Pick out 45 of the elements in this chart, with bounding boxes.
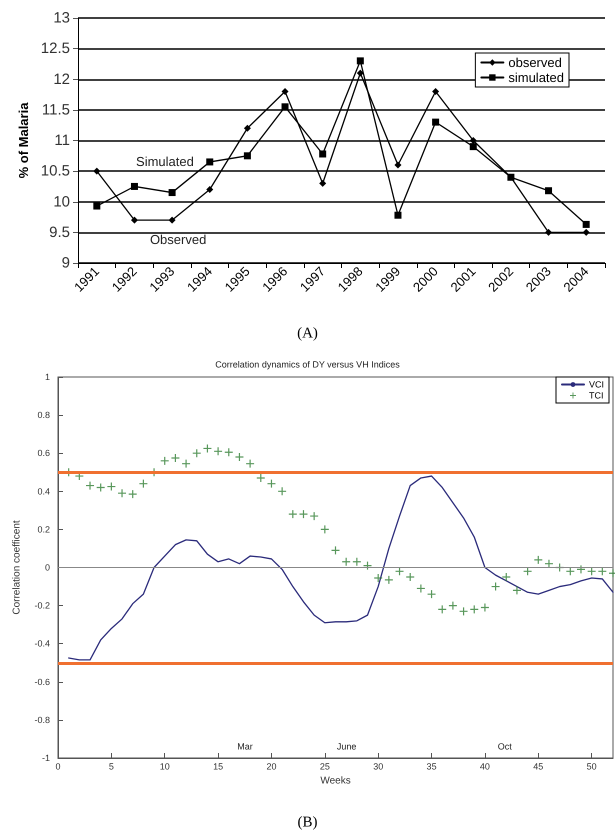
y-tick-label: 0.4 [37,486,50,496]
y-tick-label: 11.5 [42,101,70,118]
x-tick-label: 30 [373,762,384,772]
legend-label: TCI [588,390,604,400]
y-tick-label: -0.8 [34,714,50,725]
x-tick-label: 40 [480,762,490,772]
y-tick-label: 13 [53,10,70,26]
y-tick-label: 1 [44,372,50,382]
x-tick-label: 25 [320,762,330,772]
y-tick-label: 9 [62,254,70,272]
y-tick-label: 0 [44,562,50,572]
text: (A) [297,326,318,342]
x-tick-label: 35 [426,762,437,772]
y-tick-label: -0.2 [34,600,50,611]
y-tick-label: -0.6 [34,676,50,687]
annotation: Simulated [136,154,194,169]
y-tick-label: 10 [53,193,70,210]
y-tick-label: 11 [54,132,70,149]
x-tick-label: 45 [533,762,544,772]
text: (B) [298,814,318,830]
x-tick-label: 15 [213,762,224,772]
x-tick-label: 50 [586,762,597,772]
y-axis-title: % of Malaria [16,102,31,178]
annotation: June [336,742,356,752]
annotation: Observed [150,232,206,248]
y-tick-label: 0.2 [37,524,50,534]
y-tick-label: -1 [42,753,50,763]
x-tick-label: 10 [160,762,170,772]
y-tick-label: -0.4 [34,638,50,649]
y-tick-label: 12.5 [40,40,70,58]
legend-label: observed [508,55,562,70]
y-tick-label: 0.8 [37,410,50,420]
y-tick-label: 10.5 [40,162,70,180]
chart-title: Correlation dynamics of DY versus VH Indices [215,360,400,370]
x-axis-title: Weeks [320,776,351,786]
y-tick-label: 0.6 [37,448,50,458]
annotation: Mar [237,742,253,752]
y-axis-title: Correlation coefficent [12,520,22,615]
x-tick-label: 20 [266,762,276,772]
y-tick-label: 9.5 [49,224,70,241]
x-tick-label: 5 [108,762,114,772]
annotation: Oct [498,742,512,752]
legend-label: VCI [588,380,604,390]
y-tick-label: 12 [53,70,70,88]
legend-label: simulated [508,70,564,85]
